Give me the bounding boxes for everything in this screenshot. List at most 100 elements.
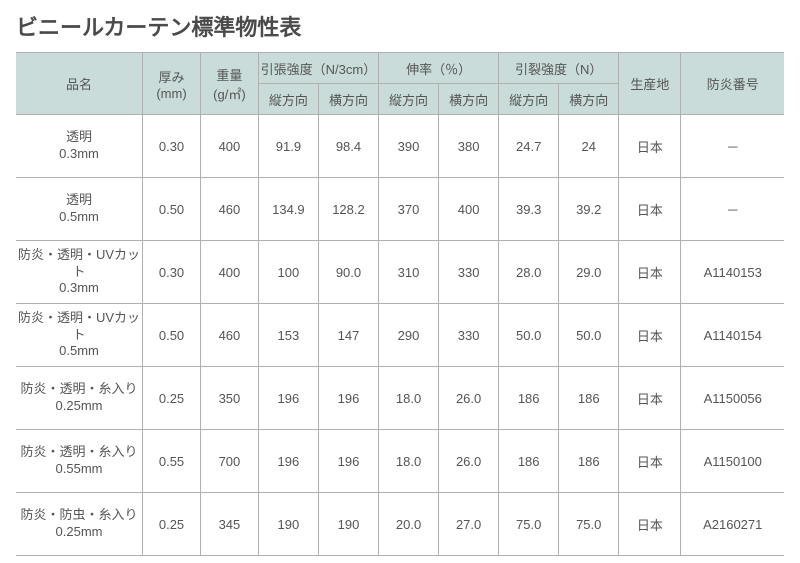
cell-elongation-h: 400	[439, 178, 499, 241]
cell-tensile-h: 98.4	[318, 115, 378, 178]
cell-origin: 日本	[619, 367, 681, 430]
cell-weight: 345	[200, 493, 258, 556]
col-elongation-v: 縦方向	[379, 84, 439, 115]
cell-weight: 350	[200, 367, 258, 430]
cell-tear-v: 186	[499, 430, 559, 493]
cell-thickness: 0.55	[143, 430, 201, 493]
cell-name-l2: 0.25mm	[56, 524, 103, 539]
cell-weight: 460	[200, 178, 258, 241]
cell-name-l1: 防炎・防虫・糸入り	[21, 507, 138, 522]
table-body: 透明0.3mm0.3040091.998.439038024.724日本－透明0…	[16, 115, 784, 556]
cell-tear-h: 75.0	[559, 493, 619, 556]
cell-tear-v: 39.3	[499, 178, 559, 241]
cell-origin: 日本	[619, 115, 681, 178]
table-row: 防炎・透明・UVカット0.5mm0.5046015314729033050.05…	[16, 304, 784, 367]
cell-tensile-v: 196	[258, 367, 318, 430]
col-elongation-h: 横方向	[439, 84, 499, 115]
cell-origin: 日本	[619, 241, 681, 304]
table-row: 防炎・透明・糸入り0.25mm0.2535019619618.026.01861…	[16, 367, 784, 430]
cell-name-l2: 0.3mm	[59, 146, 99, 161]
cell-elongation-h: 27.0	[439, 493, 499, 556]
cell-tensile-v: 190	[258, 493, 318, 556]
cell-thickness: 0.25	[143, 493, 201, 556]
cell-tear-v: 28.0	[499, 241, 559, 304]
cell-tear-v: 50.0	[499, 304, 559, 367]
col-tear-h: 横方向	[559, 84, 619, 115]
cell-tensile-h: 90.0	[318, 241, 378, 304]
cell-elongation-v: 310	[379, 241, 439, 304]
cell-elongation-v: 18.0	[379, 367, 439, 430]
cell-weight: 700	[200, 430, 258, 493]
cell-elongation-v: 370	[379, 178, 439, 241]
col-tensile-h: 横方向	[318, 84, 378, 115]
cell-tensile-h: 147	[318, 304, 378, 367]
table-row: 防炎・透明・糸入り0.55mm0.5570019619618.026.01861…	[16, 430, 784, 493]
cell-tensile-v: 91.9	[258, 115, 318, 178]
col-fire-no: 防炎番号	[681, 53, 784, 115]
col-weight: 重量 (g/㎡)	[200, 53, 258, 115]
cell-tensile-h: 128.2	[318, 178, 378, 241]
cell-tear-h: 186	[559, 430, 619, 493]
cell-elongation-h: 330	[439, 304, 499, 367]
cell-fire-no: －	[681, 115, 784, 178]
cell-name: 防炎・防虫・糸入り 0.25mm	[16, 493, 143, 556]
cell-elongation-v: 18.0	[379, 430, 439, 493]
cell-fire-no: A1140154	[681, 304, 784, 367]
cell-name-l1: 防炎・透明・糸入り	[21, 381, 138, 396]
cell-origin: 日本	[619, 304, 681, 367]
col-name: 品名	[16, 53, 143, 115]
cell-tear-h: 29.0	[559, 241, 619, 304]
cell-name: 透明 0.3mm	[16, 115, 143, 178]
col-elongation: 伸率（％）	[379, 53, 499, 84]
cell-tear-h: 50.0	[559, 304, 619, 367]
cell-name-l1: 防炎・透明・UVカット	[18, 247, 140, 279]
col-thickness-l2: (mm)	[156, 86, 186, 101]
cell-name-l1: 防炎・透明・UVカット	[18, 310, 140, 342]
cell-thickness: 0.30	[143, 241, 201, 304]
col-origin: 生産地	[619, 53, 681, 115]
cell-name: 防炎・透明・糸入り 0.25mm	[16, 367, 143, 430]
table-header: 品名 厚み (mm) 重量 (g/㎡) 引張強度（N/3cm） 伸率（％） 引裂…	[16, 53, 784, 115]
cell-name: 防炎・透明・UVカット0.5mm	[16, 304, 143, 367]
col-weight-l1: 重量	[216, 68, 242, 83]
col-thickness: 厚み (mm)	[143, 53, 201, 115]
cell-origin: 日本	[619, 493, 681, 556]
cell-name-l2: 0.25mm	[56, 398, 103, 413]
cell-tensile-v: 100	[258, 241, 318, 304]
cell-weight: 460	[200, 304, 258, 367]
col-tear: 引裂強度（N）	[499, 53, 619, 84]
cell-fire-no: －	[681, 178, 784, 241]
cell-name-l2: 0.3mm	[59, 280, 99, 295]
cell-name-l1: 防炎・透明・糸入り	[21, 444, 138, 459]
cell-tear-h: 39.2	[559, 178, 619, 241]
cell-name: 防炎・透明・糸入り 0.55mm	[16, 430, 143, 493]
col-tear-v: 縦方向	[499, 84, 559, 115]
cell-tear-h: 186	[559, 367, 619, 430]
col-thickness-l1: 厚み	[159, 70, 185, 85]
cell-fire-no: A1150100	[681, 430, 784, 493]
cell-name-l1: 透明	[66, 192, 92, 207]
properties-table: 品名 厚み (mm) 重量 (g/㎡) 引張強度（N/3cm） 伸率（％） 引裂…	[16, 52, 784, 556]
cell-elongation-h: 26.0	[439, 430, 499, 493]
cell-name-l1: 透明	[66, 129, 92, 144]
page-title: ビニールカーテン標準物性表	[16, 10, 784, 42]
cell-weight: 400	[200, 115, 258, 178]
cell-tensile-h: 190	[318, 493, 378, 556]
cell-tensile-v: 196	[258, 430, 318, 493]
cell-fire-no: A2160271	[681, 493, 784, 556]
cell-weight: 400	[200, 241, 258, 304]
cell-thickness: 0.50	[143, 304, 201, 367]
cell-thickness: 0.30	[143, 115, 201, 178]
cell-tear-h: 24	[559, 115, 619, 178]
cell-tensile-h: 196	[318, 367, 378, 430]
cell-name-l2: 0.55mm	[56, 461, 103, 476]
cell-fire-no: A1150056	[681, 367, 784, 430]
cell-elongation-h: 330	[439, 241, 499, 304]
cell-thickness: 0.50	[143, 178, 201, 241]
col-tensile-v: 縦方向	[258, 84, 318, 115]
table-row: 防炎・防虫・糸入り0.25mm0.2534519019020.027.075.0…	[16, 493, 784, 556]
cell-tensile-h: 196	[318, 430, 378, 493]
cell-tear-v: 75.0	[499, 493, 559, 556]
table-row: 防炎・透明・UVカット0.3mm 0.3040010090.031033028.0…	[16, 241, 784, 304]
cell-fire-no: A1140153	[681, 241, 784, 304]
